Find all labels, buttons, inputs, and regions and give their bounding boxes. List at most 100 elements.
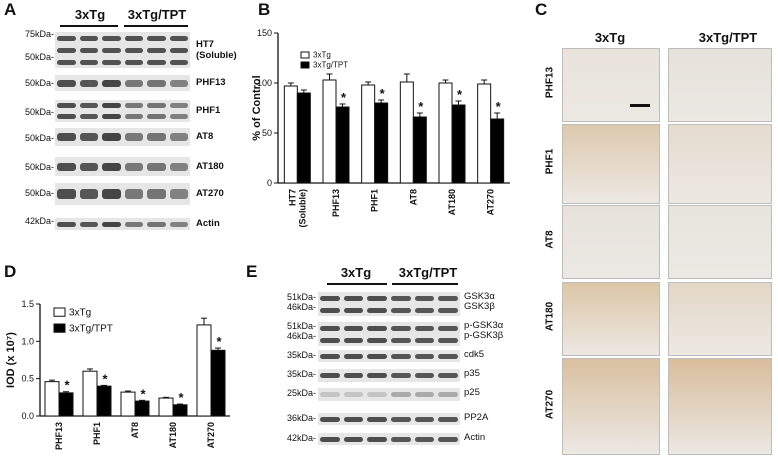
group-underline-treated [124,25,188,27]
panel-e-cdk5-band [391,353,411,359]
panel-d-bar [44,381,60,417]
panel-e-p25-band [367,392,387,397]
panel-e-gsk3α-band [343,295,364,301]
panel-d-y-tick-label: 0.0 [21,411,34,421]
panel-e-p-gsk3α-band [367,337,387,343]
panel-a-ht7-band [124,47,143,53]
panel-e-p-gsk3α-blot [318,322,460,346]
panel-c-row-label: AT180 [544,301,556,332]
panel-label-d: D [4,262,17,281]
panel-a-actin-band [79,221,98,227]
panel-e-p25-band [438,392,458,397]
panel-a-ht7-band [102,47,121,53]
panel-a-mw-marker: 50kDa- [24,162,54,172]
panel-a-phf13-band [169,79,188,87]
panel-e-p-gsk3α-band [320,337,340,343]
panel-d-y-tick-label: 0.5 [21,374,34,384]
panel-e-p-gsk3α-band [343,337,364,343]
panel-a-label: AT8 [196,131,214,142]
panel-d-y-label: IOD (x 10⁷) [5,332,17,388]
panel-d-x-tick-label: PHF13 [54,422,64,450]
panel-a-phf1-band [124,114,143,119]
panel-b-legend-label: 3xTg/TPT [313,61,348,70]
panel-label-e: E [246,262,258,281]
panel-b-y-tick-label: 0 [267,178,272,188]
panel-b-bar [399,81,414,184]
panel-d-bar [58,392,74,417]
panel-e-mw-marker: 35kDa- [286,350,316,360]
panel-e-p35-band [343,373,364,378]
panel-a-ht7-band [102,35,121,41]
micrograph-control-phf13 [562,48,660,122]
panel-e-p-gsk3α-band [343,325,364,331]
panel-a-at180-band [169,162,188,171]
panel-a-ht7-band [147,59,166,65]
panel-e-p35-band [391,373,411,378]
panel-e-cdk5-band [367,353,387,359]
panel-e-gsk3α-band [320,307,340,313]
panel-a-ht7-band [57,59,76,65]
panel-a-at8-band [169,133,188,141]
panel-d-bar [96,385,112,417]
panel-a-at180-band [79,162,98,171]
group-underline-control [60,25,118,27]
panel-a-phf13-band [79,79,98,87]
panel-e-cdk5-band [343,353,364,359]
panel-d-bar [196,324,212,417]
panel-a-actin-band [124,221,143,227]
panel-a-at180-band [57,162,76,171]
panel-b-legend-label: 3xTg [313,51,331,60]
panel-e-pp2a-band [343,416,364,422]
micrograph-control-at270 [562,358,660,455]
panel-e-label: Actin [464,432,486,443]
panel-b-significance-star: * [457,87,463,102]
panel-b-significance-star: * [380,86,386,101]
panel-e-label: GSK3β [464,301,495,312]
panel-a-at270-band [169,189,188,199]
panel-e-pp2a-band [438,416,458,422]
panel-e-cdk5-band [414,353,435,359]
panel-a-at180-band [147,162,166,171]
micrograph-treated-phf1 [668,124,772,204]
panel-a-label: PHF13 [196,77,226,88]
panel-c-header-control: 3xTg [594,30,626,45]
panel-a-label: HT7 (Soluble) [196,39,237,61]
panel-a-actin-band [57,221,76,227]
panel-a-actin-blot [55,218,190,230]
panel-e-p-gsk3α-band [438,325,458,331]
panel-e-gsk3α-band [367,307,387,313]
panel-e-mw-marker: 51kDa- [286,321,316,331]
panel-e-p35-band [367,373,387,378]
panel-e-actin-band [320,436,340,442]
panel-b-x-tick-label: AT180 [447,189,457,215]
panel-a-mw-marker: 50kDa- [24,107,54,117]
panel-b-y-tick-label: 100 [257,78,272,88]
panel-d-bar [210,349,226,417]
panel-e-mw-marker: 35kDa- [286,369,316,379]
panel-b-y-tick-label: 150 [257,28,272,38]
panel-a-ht7-band [169,35,188,41]
panel-d-y-tick-label: 1.5 [21,299,34,309]
panel-c-header-treated: 3xTg/TPT [698,30,758,45]
panel-label-a: A [4,0,17,19]
panel-e-pp2a-band [367,416,387,422]
panel-a-actin-band [147,221,166,227]
panel-d-x-tick-label: AT270 [206,422,216,448]
panel-b-bar [335,106,350,184]
group-header-treated: 3xTg/TPT [127,7,187,22]
panel-b-bar [361,84,376,184]
panel-c-row-label: PHF13 [544,66,556,99]
panel-a-phf1-band [102,114,121,119]
panel-d-x-tick-label: PHF1 [92,422,102,445]
panel-e-label: p35 [464,368,480,379]
panel-a-phf1-blot [55,100,190,122]
panel-a-phf1-band [102,103,121,108]
panel-a-ht7-band [169,59,188,65]
panel-b-bar [374,102,389,184]
panel-a-phf13-band [147,79,166,87]
panel-d-bar [82,370,98,417]
panel-a-at8-band [57,133,76,141]
micrograph-treated-at180 [668,282,772,356]
panel-e-pp2a-band [320,416,340,422]
panel-e-actin-band [367,436,387,442]
